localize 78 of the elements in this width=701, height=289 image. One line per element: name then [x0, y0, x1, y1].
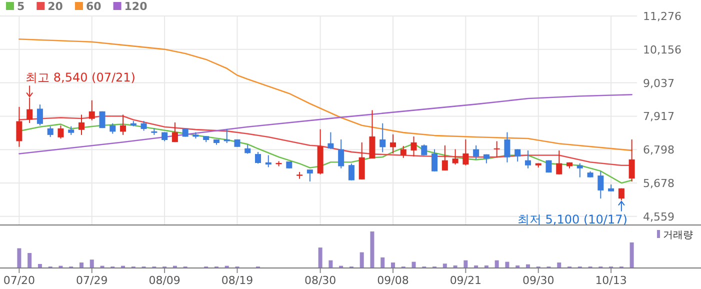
candlestick [47, 126, 54, 138]
candlestick [265, 154, 272, 168]
bar [370, 231, 374, 268]
y-tick-label: 6,798 [643, 144, 674, 157]
candlestick [338, 138, 344, 169]
candlestick [88, 100, 95, 121]
bar [28, 253, 32, 268]
candlestick [380, 122, 386, 153]
candlestick [400, 145, 406, 158]
x-tick-label: 10/13 [595, 274, 627, 287]
candlestick [58, 124, 64, 140]
candlestick [452, 148, 458, 165]
bar [442, 264, 447, 268]
bar [360, 252, 364, 268]
y-tick-label: 4,559 [643, 210, 674, 224]
y-tick-label: 9,037 [643, 76, 674, 90]
x-tick-label: 08/30 [304, 274, 336, 287]
annotation: 최저 5,100 (10/17) [517, 212, 628, 226]
candlestick [432, 148, 438, 172]
bar [90, 260, 94, 268]
candlestick [26, 97, 33, 124]
x-tick-label: 07/29 [76, 274, 108, 287]
bar [494, 260, 499, 268]
line-series [18, 94, 632, 154]
bar [464, 260, 468, 268]
candlestick [494, 140, 500, 158]
candlestick [328, 132, 334, 150]
candlestick [369, 110, 376, 160]
line-series [18, 38, 632, 152]
candlestick [255, 151, 262, 164]
bar [17, 248, 22, 268]
candlestick [78, 114, 84, 136]
candlestick [110, 122, 116, 134]
x-tick-label: 07/20 [3, 274, 36, 287]
legend-label: 5 [17, 0, 25, 13]
candlestick [504, 132, 510, 163]
candlestick [442, 144, 448, 171]
candlestick [306, 169, 313, 182]
bar [390, 262, 395, 268]
candlestick [462, 138, 469, 166]
candlestick [348, 163, 354, 181]
candlestick [172, 122, 178, 143]
bar [630, 242, 634, 268]
candlestick [140, 120, 147, 132]
legend: 거래량 [657, 230, 693, 241]
candlestick [36, 104, 43, 126]
candlestick [473, 144, 480, 160]
x-tick-label: 08/19 [221, 274, 254, 287]
bar [318, 248, 322, 268]
candlestick [410, 136, 417, 157]
candlestick [628, 138, 635, 182]
x-tick-label: 09/08 [377, 274, 409, 287]
candlestick [556, 150, 562, 175]
candlestick [244, 144, 251, 154]
x-tick-label: 08/09 [148, 274, 180, 287]
candlestick [576, 162, 583, 178]
legend-label: 거래량 [663, 230, 693, 241]
candlestick [358, 142, 365, 180]
candlestick [598, 170, 604, 199]
y-tick-label: 10,156 [643, 43, 682, 56]
legend-label: 120 [124, 0, 148, 13]
bar [380, 257, 385, 268]
bar [328, 260, 333, 268]
bar [557, 262, 562, 268]
y-tick-label: 11,276 [643, 10, 682, 23]
x-tick-label: 09/30 [522, 274, 554, 287]
x-tick-label: 09/21 [450, 274, 482, 287]
candlestick [390, 134, 396, 154]
legend-label: 20 [48, 0, 64, 13]
bar [79, 262, 84, 268]
candlestick [524, 150, 531, 169]
candlestick [514, 148, 521, 162]
annotation: 최고 8,540 (07/21) [26, 70, 136, 85]
y-tick-label: 7,917 [643, 110, 674, 124]
candlestick [16, 106, 22, 148]
candlestick [120, 114, 126, 136]
y-tick-label: 5,678 [643, 177, 674, 190]
legend-label: 60 [86, 0, 102, 13]
